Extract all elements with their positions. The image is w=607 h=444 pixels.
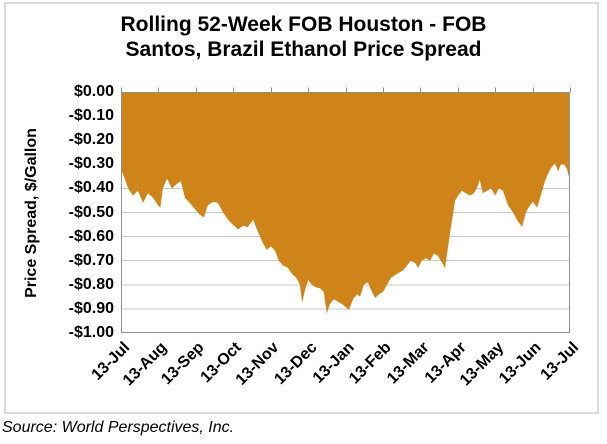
y-tick-label: -$0.40 <box>68 179 114 197</box>
y-tick-label: -$0.70 <box>68 251 114 269</box>
y-tick-label: -$0.60 <box>68 227 114 245</box>
chart-title: Rolling 52-Week FOB Houston - FOB Santos… <box>0 12 607 62</box>
plot-area <box>121 87 571 333</box>
area-series-price-spread <box>121 92 570 314</box>
y-tick-label: -$1.00 <box>68 324 114 341</box>
x-axis-tick-marks <box>121 87 571 92</box>
chart-title-line1: Rolling 52-Week FOB Houston - FOB <box>120 13 487 36</box>
y-tick-label: -$0.10 <box>68 107 114 125</box>
y-tick-label: -$0.50 <box>68 203 114 221</box>
y-tick-label: $0.00 <box>73 83 114 100</box>
plot-border <box>121 92 570 333</box>
y-tick-label: -$0.80 <box>68 275 114 293</box>
y-tick-label: -$0.30 <box>68 155 114 173</box>
source-note: Source: World Perspectives, Inc. <box>2 419 235 436</box>
y-tick-label: -$0.90 <box>68 299 114 317</box>
chart-title-line2: Santos, Brazil Ethanol Price Spread <box>125 38 482 61</box>
y-tick-label: -$0.20 <box>68 131 114 149</box>
